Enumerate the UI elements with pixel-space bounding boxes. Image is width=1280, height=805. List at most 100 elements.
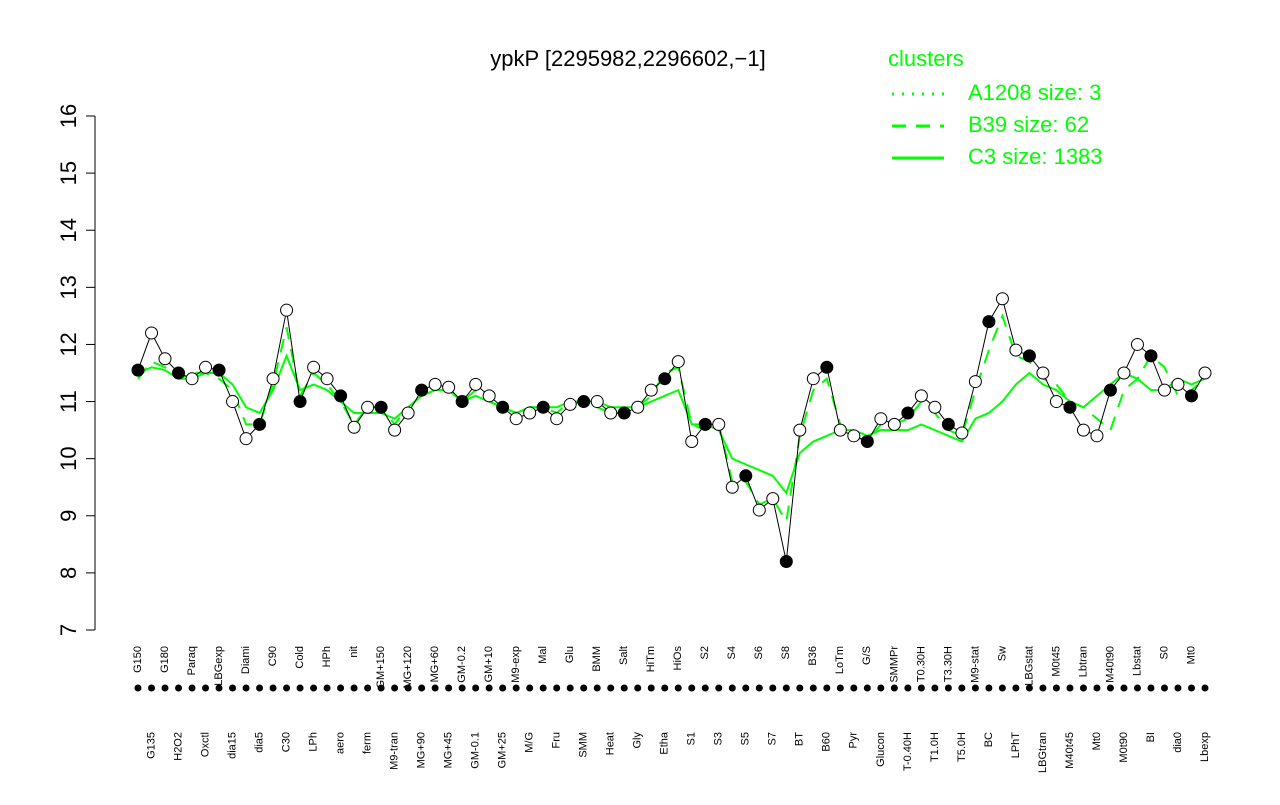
point <box>199 360 213 374</box>
rug <box>688 684 696 692</box>
point <box>793 423 807 437</box>
point <box>145 326 159 340</box>
rug <box>283 684 291 692</box>
rug <box>620 684 628 692</box>
point <box>428 377 442 391</box>
point <box>698 417 712 431</box>
x-tick-label: M/G <box>524 732 536 753</box>
x-tick-label: Paraq <box>186 646 198 675</box>
rug <box>1201 684 1209 692</box>
point <box>820 360 834 374</box>
x-tick-label: M9-tran <box>389 732 401 770</box>
y-tick-label: 12 <box>56 332 81 356</box>
rug <box>1052 684 1060 692</box>
point <box>617 406 631 420</box>
y-tick-label: 13 <box>56 275 81 299</box>
point <box>671 355 685 369</box>
rug <box>580 684 588 692</box>
rug <box>323 684 331 692</box>
point <box>941 417 955 431</box>
rug <box>985 684 993 692</box>
point <box>455 395 469 409</box>
x-tick-label: S3 <box>713 732 725 745</box>
x-tick-label: LBGtran <box>1037 732 1049 773</box>
x-tick-label: M0t90 <box>1118 732 1130 763</box>
rug <box>499 684 507 692</box>
rug <box>1012 684 1020 692</box>
rug <box>1187 684 1195 692</box>
point <box>577 395 591 409</box>
rug <box>742 684 750 692</box>
point <box>1198 366 1212 380</box>
point <box>226 395 240 409</box>
x-tick-label: MG+60 <box>429 646 441 682</box>
rug <box>134 684 142 692</box>
x-tick-label: GM-0.1 <box>470 732 482 769</box>
point <box>847 429 861 443</box>
point <box>469 377 483 391</box>
rug <box>296 684 304 692</box>
x-tick-label: G150 <box>132 646 144 673</box>
x-tick-label: M40t45 <box>1064 732 1076 769</box>
x-tick-label: G180 <box>159 646 171 673</box>
x-tick-label: Pyr <box>848 732 860 749</box>
rug <box>350 684 358 692</box>
x-tick-label: S2 <box>699 646 711 659</box>
rug <box>242 684 250 692</box>
x-tick-label: T-0.40H <box>902 732 914 771</box>
x-tick-label: LoTm <box>834 646 846 674</box>
x-tick-label: Oxctl <box>199 732 211 757</box>
point <box>874 412 888 426</box>
point <box>253 417 267 431</box>
point <box>631 400 645 414</box>
point <box>1171 377 1185 391</box>
rug <box>337 684 345 692</box>
point <box>833 423 847 437</box>
rug <box>256 684 264 692</box>
point <box>239 432 253 446</box>
point <box>887 417 901 431</box>
x-tick-label: dia5 <box>253 732 265 753</box>
point <box>388 423 402 437</box>
rug <box>1025 684 1033 692</box>
rug <box>1120 684 1128 692</box>
rug <box>485 684 493 692</box>
point <box>212 363 226 377</box>
rug <box>607 684 615 692</box>
y-tick-label: 9 <box>56 510 81 522</box>
point <box>1063 400 1077 414</box>
x-tick-label: S1 <box>686 732 698 745</box>
rug <box>1174 684 1182 692</box>
x-tick-label: M9-exp <box>510 646 522 683</box>
point <box>779 554 793 568</box>
rug <box>958 684 966 692</box>
x-tick-label: Lbtran <box>1077 646 1089 677</box>
gene-line <box>137 297 1206 562</box>
rug <box>769 684 777 692</box>
rug <box>971 684 979 692</box>
x-tick-label: Mt0 <box>1185 646 1197 664</box>
x-tick-label: S5 <box>740 732 752 745</box>
x-tick-label: S6 <box>753 646 765 659</box>
rug <box>944 684 952 692</box>
rug <box>472 684 480 692</box>
point <box>334 389 348 403</box>
point <box>320 372 334 386</box>
rug <box>661 684 669 692</box>
rug <box>1133 684 1141 692</box>
point <box>523 406 537 420</box>
x-tick-label: G135 <box>145 732 157 759</box>
rug <box>1039 684 1047 692</box>
rug <box>877 684 885 692</box>
x-tick-label: BI <box>1145 732 1157 742</box>
rug <box>647 684 655 692</box>
rug <box>229 684 237 692</box>
point <box>293 395 307 409</box>
rug <box>715 684 723 692</box>
x-tick-label: LBGexp <box>213 646 225 686</box>
rug <box>674 684 682 692</box>
x-tick-label: GM+25 <box>497 732 509 768</box>
x-tick-label: G/S <box>861 646 873 665</box>
x-tick-label: MG+90 <box>416 732 428 768</box>
x-tick-label: dia15 <box>226 732 238 759</box>
